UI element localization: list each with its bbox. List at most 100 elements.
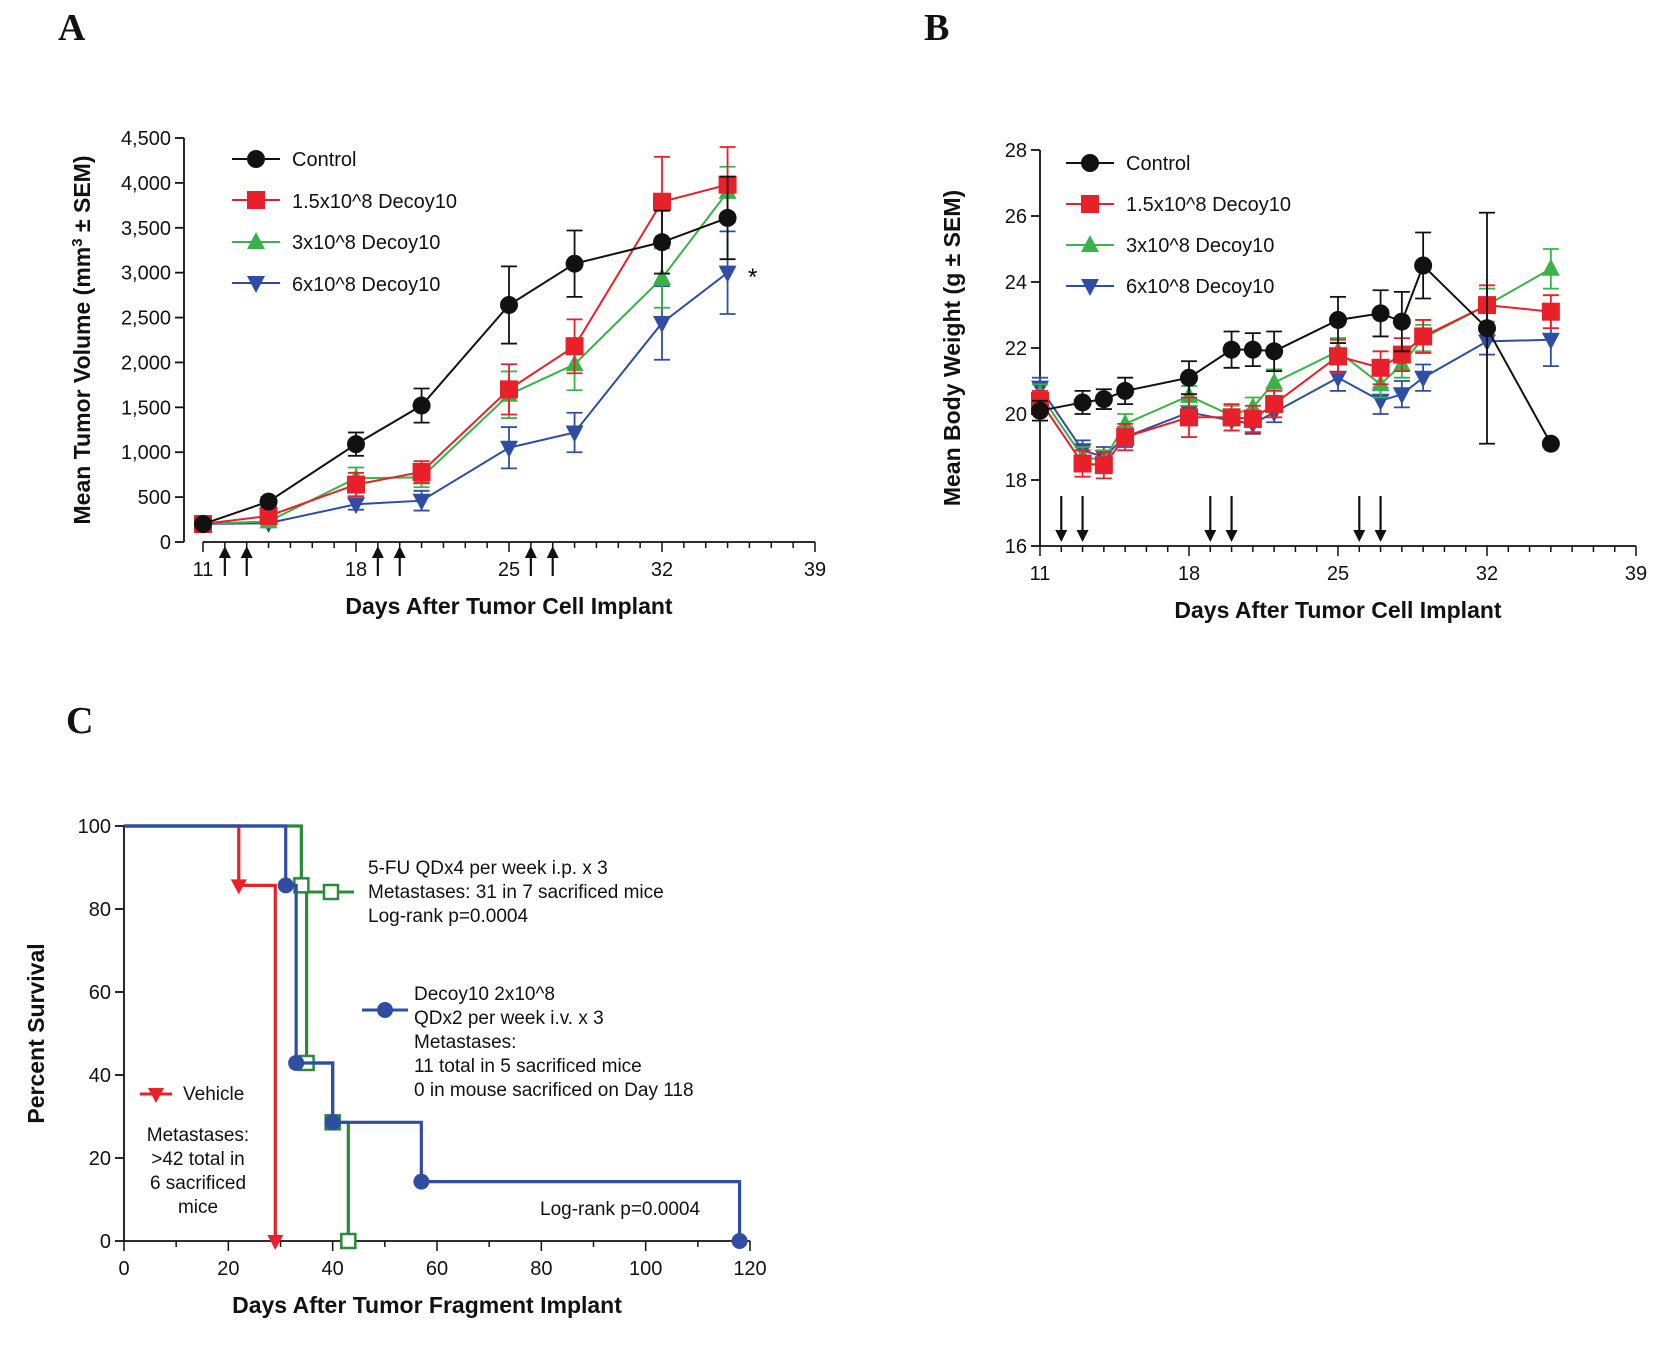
vehicle-line-3: 6 sacrificed xyxy=(150,1173,246,1194)
data-point-b xyxy=(1031,401,1049,420)
series-line-a xyxy=(202,216,728,525)
data-point-a xyxy=(412,462,431,481)
legend-key-marker xyxy=(247,191,265,209)
data-point-b xyxy=(1541,434,1560,453)
dosing-arrow-head xyxy=(371,546,384,558)
y-tick-label-a: 1,500 xyxy=(121,397,171,419)
vehicle-line-1: Metastases: xyxy=(147,1125,249,1146)
dosing-arrow-head xyxy=(1353,530,1366,542)
data-point-b xyxy=(1094,456,1113,475)
x-tick-label-b: 32 xyxy=(1476,563,1498,585)
legend-key-marker xyxy=(148,1088,164,1103)
data-point-b xyxy=(1541,302,1560,321)
dosing-arrow-head xyxy=(1076,530,1089,542)
legend-a-dose2: 3x10^8 Decoy10 xyxy=(292,232,440,254)
data-point-b xyxy=(1329,310,1347,329)
km-event-marker xyxy=(277,877,294,894)
dosing-arrow-head xyxy=(240,546,253,558)
y-tick-label-c: 20 xyxy=(89,1148,111,1170)
chart-c: 0 20 40 60 80 100 0 20 40 60 80 100 120 Days After Tu… xyxy=(23,816,767,1318)
dosing-arrow-b xyxy=(1076,496,1089,542)
x-tick-label-b: 18 xyxy=(1178,563,1200,585)
x-tick-label-c: 100 xyxy=(629,1258,662,1280)
y-tick-label-a: 2,000 xyxy=(121,352,171,374)
dosing-arrow-b xyxy=(1055,496,1068,542)
x-tick-label-a: 32 xyxy=(651,559,673,581)
data-point-b xyxy=(1392,387,1411,405)
dosing-arrow-a xyxy=(546,546,559,576)
dosing-arrow-head xyxy=(1374,530,1387,542)
data-point-b xyxy=(1073,454,1092,473)
dosing-arrow-a xyxy=(240,546,253,576)
data-point-b xyxy=(1116,381,1135,400)
legend-key-marker xyxy=(1081,154,1099,172)
legend-b-dose3: 6x10^8 Decoy10 xyxy=(1126,276,1274,298)
decoy-line-2: QDx2 per week i.v. x 3 xyxy=(414,1008,604,1029)
x-tick-label-c: 60 xyxy=(426,1258,448,1280)
decoy-line-1: Decoy10 2x10^8 xyxy=(414,984,555,1005)
legend-key-vehicle xyxy=(140,1088,172,1103)
data-point-a xyxy=(718,265,737,283)
data-point-b xyxy=(1541,332,1560,350)
legend-key-5fu xyxy=(308,883,354,901)
data-point-b xyxy=(1414,256,1433,275)
legend-key-b-2 xyxy=(1066,235,1114,252)
series-line-a xyxy=(202,183,728,526)
y-tick-label-a: 4,000 xyxy=(121,173,171,195)
legend-key-a-0 xyxy=(232,150,280,168)
dosing-arrow-head xyxy=(218,546,231,558)
y-tick-label-a: 2,500 xyxy=(121,308,171,330)
series-a-2 xyxy=(194,165,737,532)
data-point-a xyxy=(565,254,584,273)
data-point-b xyxy=(1414,327,1433,346)
data-point-b xyxy=(1243,409,1262,428)
x-tick-label-a: 25 xyxy=(498,559,520,581)
km-event-marker xyxy=(731,1233,748,1249)
series-line-a xyxy=(202,271,729,526)
chart-a: 0 500 1,000 1,500 2,000 2,500 3,000 3,500 4,000 4… xyxy=(69,128,827,619)
y-tick-label-c: 80 xyxy=(89,899,111,921)
data-point-a xyxy=(347,497,365,515)
legend-key-marker xyxy=(1081,279,1099,296)
y-tick-label-b: 22 xyxy=(1005,338,1027,360)
x-tick-label-c: 120 xyxy=(733,1258,766,1280)
axes-b: 16 18 20 22 24 26 28 11 18 25 32 39 Days After Tumor… xyxy=(939,140,1647,623)
data-point-a xyxy=(500,380,518,399)
data-point-a xyxy=(259,506,278,525)
y-axis-title-a: Mean Tumor Volume (mm3 ± SEM) xyxy=(69,156,96,525)
data-point-b xyxy=(1329,347,1347,366)
dosing-arrow-b xyxy=(1204,496,1217,542)
dosing-arrow-a xyxy=(371,546,384,576)
data-point-b xyxy=(1414,370,1433,388)
x-tick-label-b: 11 xyxy=(1030,563,1051,585)
axes-a: 0 500 1,000 1,500 2,000 2,500 3,000 3,500 4,000 4… xyxy=(69,128,827,619)
y-tick-label-a: 3,500 xyxy=(121,218,171,240)
legend-key-marker xyxy=(322,883,340,901)
data-point-a xyxy=(653,192,671,211)
legend-a-control: Control xyxy=(292,149,356,171)
data-point-b xyxy=(1478,319,1496,338)
data-point-b xyxy=(1329,370,1347,388)
legend-key-b-0 xyxy=(1066,154,1114,172)
dosing-arrow-head xyxy=(1225,530,1238,542)
dosing-arrow-b xyxy=(1374,496,1387,542)
legend-b: Control 1.5x10^8 Decoy10 3x10^8 Decoy10 … xyxy=(1126,153,1291,298)
dosing-arrow-b xyxy=(1353,496,1366,542)
dosing-arrow-head xyxy=(393,546,406,558)
data-point-b xyxy=(1243,340,1262,359)
data-point-a xyxy=(653,315,671,333)
km-step-line xyxy=(124,824,742,1241)
legend-key-a-2 xyxy=(232,232,280,249)
y-tick-label-c: 100 xyxy=(78,816,111,838)
data-point-b xyxy=(1392,345,1411,364)
fu-line-1: 5-FU QDx4 per week i.p. x 3 xyxy=(368,858,608,879)
decoy-line-4: 11 total in 5 sacrificed mice xyxy=(414,1056,642,1077)
data-point-b xyxy=(1222,340,1241,359)
legend-key-marker xyxy=(1081,235,1099,252)
series-b-1 xyxy=(1031,284,1560,480)
panel-label-a: A xyxy=(58,7,86,49)
axes-c: 0 20 40 60 80 100 0 20 40 60 80 100 120 Days After Tu… xyxy=(23,816,767,1318)
data-point-a xyxy=(718,208,737,227)
x-axis-title-b: Days After Tumor Cell Implant xyxy=(1174,597,1502,623)
